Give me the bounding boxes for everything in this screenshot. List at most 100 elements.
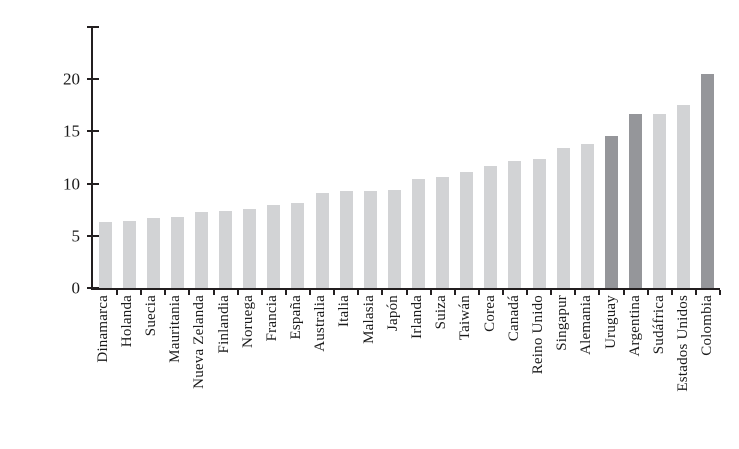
category-label-alemania: Alemania: [578, 295, 595, 355]
x-axis-tick: [116, 290, 119, 295]
x-axis-tick: [622, 290, 625, 295]
x-axis-labels: Dinamarca Holanda Suecia Mauritania Nueva Ze…: [91, 295, 720, 392]
bar-cell: [527, 27, 551, 288]
bar-cell: [382, 27, 406, 288]
bar-cell: [214, 27, 238, 288]
bar-cell: [696, 27, 720, 288]
category-label-canadá: Canadá: [505, 295, 522, 342]
bar-finlandia: [219, 210, 233, 288]
x-axis-tick: [188, 290, 191, 295]
category-label-cell: Estados Unidos: [672, 295, 696, 392]
x-axis-tick: [260, 290, 263, 295]
bar-cell: [165, 27, 189, 288]
bar-sudáfrica: [653, 113, 667, 288]
bar-suecia: [146, 218, 160, 288]
bar-cell: [431, 27, 455, 288]
category-label-cell: Reino Unido: [526, 295, 550, 374]
category-label-sudáfrica: Sudáfrica: [650, 295, 667, 355]
category-label-italia: Italia: [336, 295, 353, 328]
category-label-estados-unidos: Estados Unidos: [675, 295, 692, 392]
bar-cell: [262, 27, 286, 288]
category-label-cell: Mauritania: [164, 295, 188, 363]
y-axis-tick-label: 10: [63, 174, 80, 194]
category-label-colombia: Colombia: [699, 295, 716, 356]
category-label-cell: Dinamarca: [91, 295, 115, 363]
y-axis-tick: [87, 287, 99, 289]
x-axis-tick: [333, 290, 336, 295]
category-label-cell: Uruguay: [599, 295, 623, 349]
bar-cell: [334, 27, 358, 288]
category-label-cell: Suiza: [430, 295, 454, 329]
y-axis-tick: [87, 130, 99, 133]
bar-singapur: [556, 148, 570, 288]
category-label-taiwán: Taiwán: [457, 295, 474, 341]
bar-alemania: [580, 143, 594, 288]
category-label-cell: Corea: [478, 295, 502, 332]
category-label-cell: Argentina: [623, 295, 647, 357]
bar-corea: [484, 165, 498, 288]
bar-cell: [479, 27, 503, 288]
x-axis-tick: [550, 290, 553, 295]
category-label-cell: Colombia: [696, 295, 720, 356]
x-axis-tick: [598, 290, 601, 295]
category-label-cell: España: [285, 295, 309, 340]
category-label-cell: Holanda: [115, 295, 139, 347]
bar-holanda: [122, 221, 136, 288]
y-axis-tick-label: 15: [63, 121, 80, 141]
bar-italia: [339, 190, 353, 288]
y-axis-tick-label: 5: [71, 226, 81, 246]
bar-colombia: [701, 74, 715, 288]
x-axis-tick: [164, 290, 167, 295]
bars-row: [93, 27, 720, 288]
category-label-noruega: Noruega: [239, 295, 256, 349]
category-label-uruguay: Uruguay: [602, 295, 619, 349]
category-label-finlandia: Finlandia: [215, 295, 232, 354]
category-label-irlanda: Irlanda: [409, 295, 426, 339]
x-axis-tick: [501, 290, 504, 295]
x-axis-tick: [526, 290, 529, 295]
bar-malasia: [363, 190, 377, 288]
category-label-cell: Malasia: [357, 295, 381, 344]
category-label-cell: Australia: [309, 295, 333, 352]
y-axis-tick-label: 20: [63, 69, 80, 89]
bar-uruguay: [604, 135, 618, 288]
bar-cell: [406, 27, 430, 288]
bar-cell: [575, 27, 599, 288]
category-label-cell: Irlanda: [405, 295, 429, 339]
y-axis-tick: [87, 234, 99, 237]
x-axis-tick: [429, 290, 432, 295]
bar-francia: [267, 204, 281, 288]
plot-area: 0 5 10 15 20: [63, 26, 721, 297]
category-label-mauritania: Mauritania: [167, 295, 184, 363]
y-axis-tick: [87, 26, 99, 28]
category-label-francia: Francia: [263, 295, 280, 342]
x-axis-tick: [453, 290, 456, 295]
bar-japón: [387, 189, 401, 288]
x-axis-tick: [309, 290, 312, 295]
category-label-cell: Alemania: [575, 295, 599, 355]
x-axis-tick: [670, 290, 673, 295]
y-axis-tick: [87, 182, 99, 185]
x-axis-tick: [405, 290, 408, 295]
category-label-malasia: Malasia: [360, 295, 377, 344]
bar-taiwán: [460, 172, 474, 288]
bar-estados-unidos: [677, 105, 691, 288]
category-label-cell: Canadá: [502, 295, 526, 341]
x-axis-tick: [357, 290, 360, 295]
y-axis-tick-label: 0: [71, 278, 81, 298]
category-label-holanda: Holanda: [118, 295, 135, 348]
bar-cell: [648, 27, 672, 288]
category-label-cell: Suecia: [139, 295, 163, 336]
bar-irlanda: [411, 179, 425, 288]
bar-cell: [358, 27, 382, 288]
bar-cell: [286, 27, 310, 288]
bar-cell: [503, 27, 527, 288]
category-label-cell: Italia: [333, 295, 357, 327]
x-axis-tick: [646, 290, 649, 295]
bar-suiza: [436, 177, 450, 288]
x-axis-tick: [381, 290, 384, 295]
category-label-cell: Finlandia: [212, 295, 236, 353]
category-label-cell: Noruega: [236, 295, 260, 348]
category-label-suecia: Suecia: [142, 295, 159, 337]
